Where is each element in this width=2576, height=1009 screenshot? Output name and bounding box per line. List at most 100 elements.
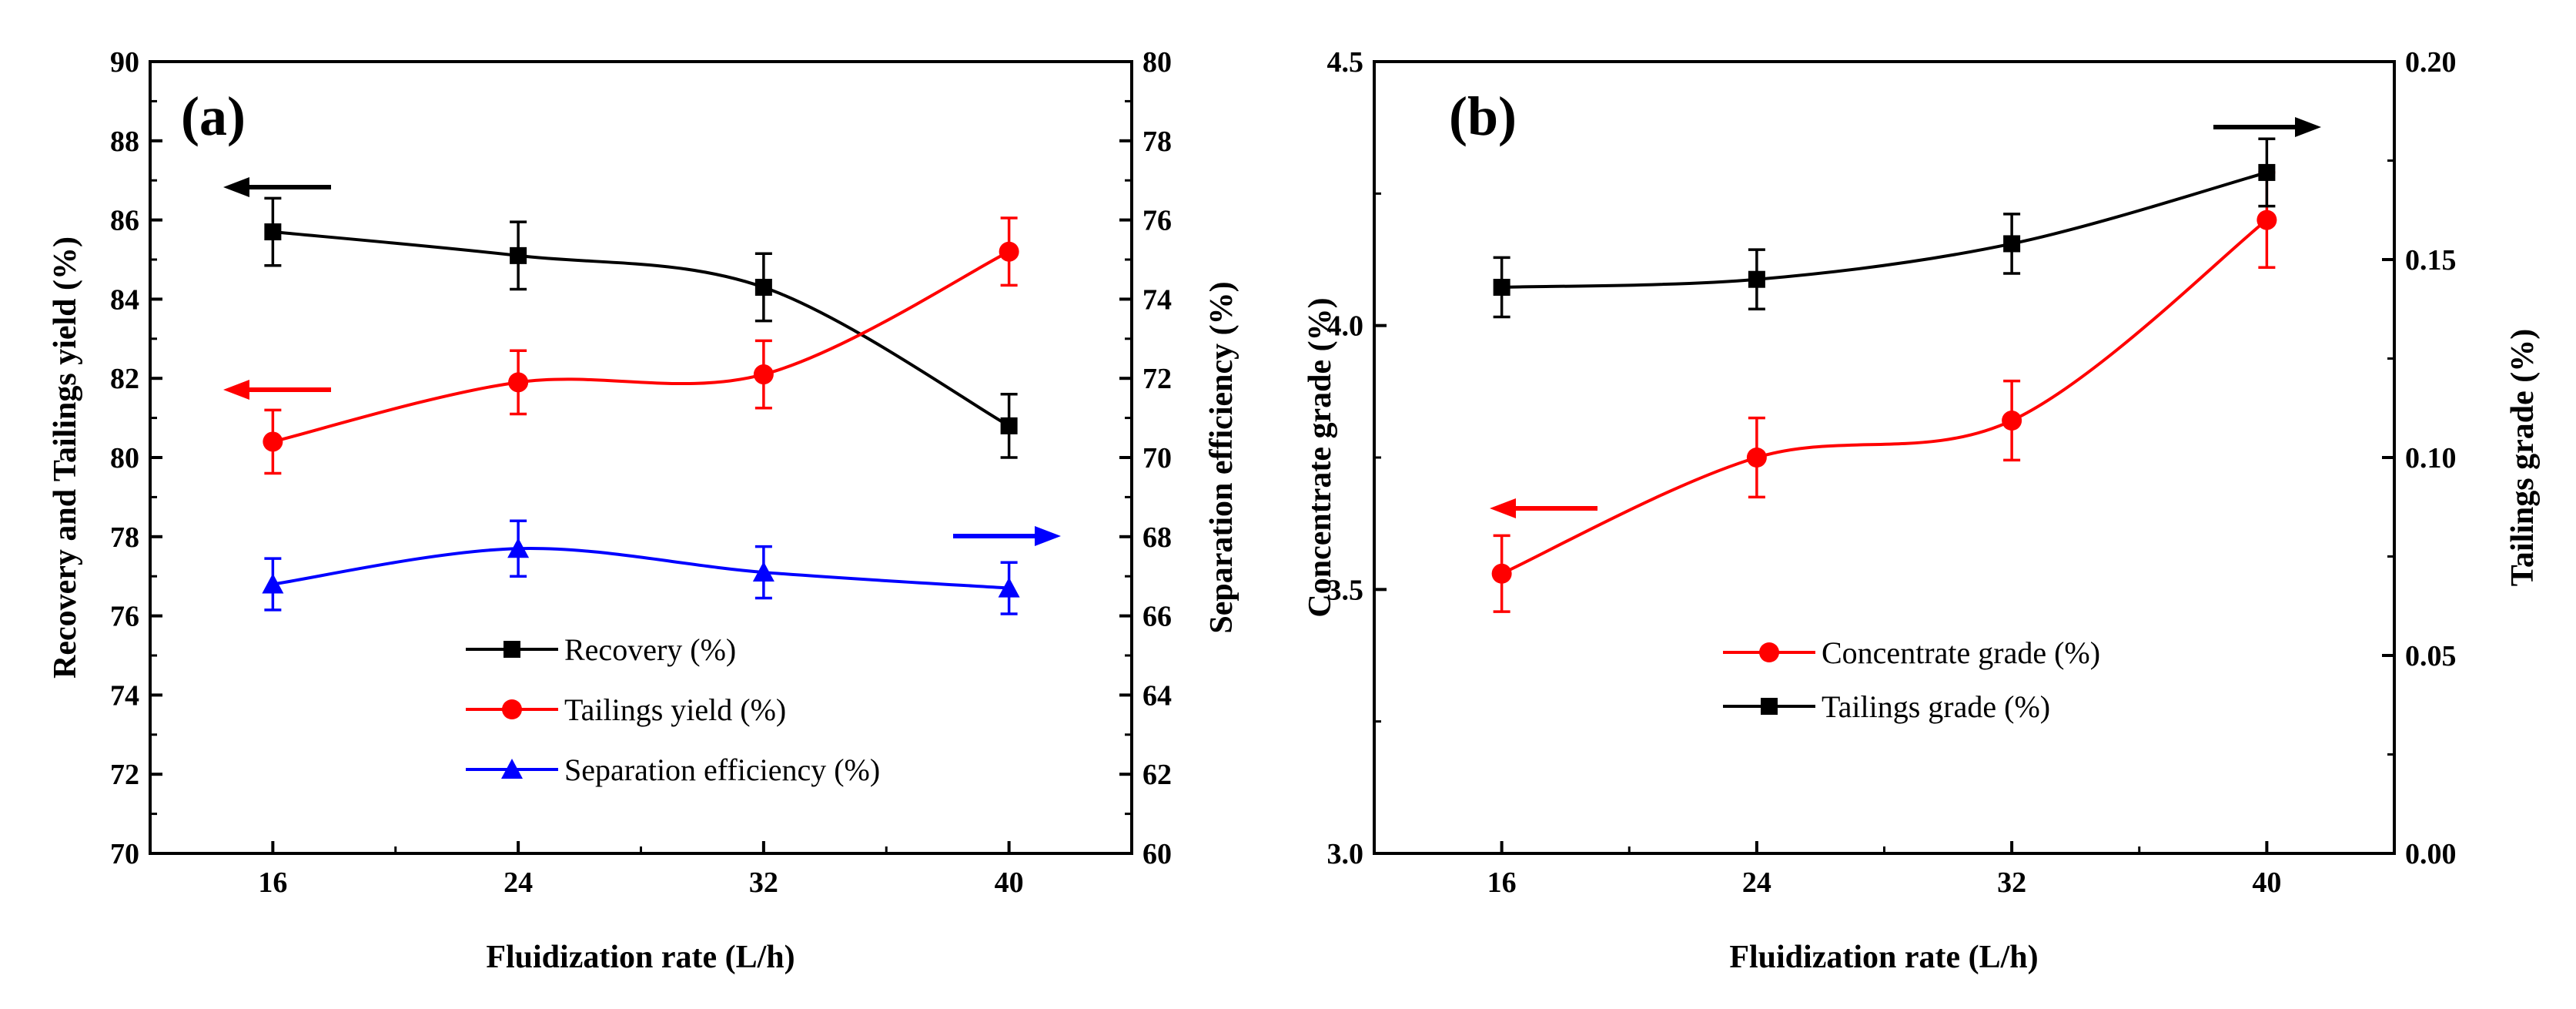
- y-right-tick-label: 60: [1142, 838, 1172, 870]
- y-right-tick-label: 0.15: [2405, 244, 2457, 277]
- y-right-tick-label: 80: [1142, 46, 1172, 79]
- data-point: [998, 577, 1020, 598]
- y-left-ticks-b: 3.0 3.5 4.0 4.5: [1327, 46, 1387, 870]
- x-tick-label: 24: [1742, 867, 1771, 899]
- y-right-tick-label: 62: [1142, 759, 1172, 791]
- series-2: [262, 519, 1020, 615]
- y-left-tick-label: 76: [110, 601, 139, 633]
- legend-label: Tailings yield (%): [564, 692, 786, 727]
- data-point: [1000, 417, 1018, 434]
- x-axis-title-a: Fluidization rate (L/h): [486, 940, 795, 975]
- data-point: [508, 372, 529, 393]
- y-right-tick-label: 68: [1142, 521, 1172, 554]
- x-tick-label: 32: [1997, 867, 2026, 899]
- legend-marker: [503, 641, 520, 658]
- data-point: [2003, 235, 2021, 253]
- x-ticks-a: 16 24 32 40: [258, 841, 1024, 899]
- data-point: [264, 223, 282, 241]
- y-right-ticks-b: 0.00 0.05 0.10 0.15 0.20: [2382, 46, 2457, 870]
- series-line: [273, 230, 1010, 427]
- y-left-tick-label: 4.0: [1327, 310, 1364, 343]
- y-left-tick-label: 3.5: [1327, 574, 1364, 606]
- y-left-axis-title-b: Concentrate grade (%): [1303, 297, 1338, 617]
- legend-b: Concentrate grade (%) Tailings grade (%): [1723, 635, 2100, 724]
- y-left-tick-label: 84: [110, 283, 139, 316]
- y-right-tick-label: 72: [1142, 363, 1172, 395]
- axis-arrow-2-head: [1035, 526, 1061, 546]
- series-line: [273, 547, 1009, 590]
- series-line: [1501, 170, 2267, 289]
- data-point: [754, 278, 772, 296]
- legend-marker: [502, 699, 522, 719]
- data-point: [999, 241, 1019, 262]
- y-left-tick-label: 86: [110, 205, 139, 237]
- arrows-a: [223, 177, 1061, 546]
- x-tick-label: 40: [2252, 867, 2281, 899]
- y-left-tick-label: 72: [110, 759, 139, 791]
- axis-arrow-1-head: [2295, 117, 2321, 137]
- x-axis-title-b: Fluidization rate (L/h): [1729, 940, 2038, 975]
- legend-a: Recovery (%) Tailings yield (%) Separation…: [466, 632, 880, 787]
- data-point: [1493, 278, 1510, 296]
- panel-b: 16 24 32 40 3.03.54.04.5 0.000.050.100.150.…: [1303, 46, 2541, 975]
- data-point: [510, 246, 527, 264]
- y-left-ticks-a: 70 72 74 76 78 80 82 84 86 88 90: [110, 46, 162, 870]
- x-tick-label: 24: [503, 867, 533, 899]
- y-right-tick-label: 0.00: [2405, 838, 2457, 870]
- y-right-axis-title-b: Tailings grade (%): [2505, 329, 2541, 586]
- x-ticks-b: 16 24 32 40: [1487, 841, 2281, 899]
- data-point: [2258, 163, 2276, 181]
- data-point: [753, 364, 774, 385]
- legend-label: Separation efficiency (%): [564, 753, 880, 787]
- y-left-tick-label: 78: [110, 521, 139, 554]
- series-line: [1500, 219, 2268, 575]
- legend-marker: [1761, 698, 1778, 715]
- legend-label: Tailings grade (%): [1822, 689, 2050, 724]
- panel-label-a: (a): [181, 85, 246, 147]
- y-left-tick-label: 80: [110, 442, 139, 474]
- panel-a: 16 24 32 40 70 72 74 76 78 80 82 84 86 88 90 60 62 64 66…: [48, 46, 1239, 975]
- y-left-tick-label: 70: [110, 838, 139, 870]
- data-point: [262, 573, 284, 594]
- series-0: [1491, 171, 2277, 613]
- data-point: [1748, 270, 1765, 288]
- x-tick-label: 40: [995, 867, 1024, 899]
- plot-frame-a: [149, 60, 1133, 855]
- axis-arrow-1-head: [223, 380, 249, 400]
- x-tick-label: 16: [1487, 867, 1517, 899]
- y-right-ticks-a: 60 62 64 66 68 70 72 74 76 78 80: [1119, 46, 1172, 870]
- series-0: [264, 196, 1018, 459]
- panel-label-b: (b): [1449, 85, 1517, 147]
- y-right-tick-label: 70: [1142, 442, 1172, 474]
- x-tick-label: 16: [258, 867, 287, 899]
- legend-marker: [1759, 642, 1779, 662]
- data-point: [1491, 563, 1512, 584]
- y-right-tick-label: 64: [1142, 679, 1172, 712]
- series-1: [1493, 137, 2276, 319]
- data-point: [2002, 411, 2022, 431]
- legend-label: Concentrate grade (%): [1822, 635, 2100, 670]
- y-right-tick-label: 78: [1142, 126, 1172, 158]
- y-right-axis-title-a: Separation efficiency (%): [1204, 281, 1239, 633]
- y-right-tick-label: 74: [1142, 283, 1172, 316]
- series-group-b: [1491, 137, 2277, 613]
- y-right-tick-label: 0.10: [2405, 442, 2457, 474]
- legend-marker: [501, 759, 523, 779]
- x-tick-label: 32: [749, 867, 778, 899]
- y-right-tick-label: 76: [1142, 205, 1172, 237]
- y-left-tick-label: 74: [110, 679, 139, 712]
- y-left-axis-title-a: Recovery and Tailings yield (%): [48, 236, 83, 679]
- y-left-tick-label: 90: [110, 46, 139, 79]
- series-line: [272, 250, 1010, 444]
- data-point: [263, 431, 283, 452]
- data-point: [1746, 448, 1767, 468]
- y-right-tick-label: 0.05: [2405, 640, 2457, 672]
- series-1: [263, 216, 1019, 475]
- legend-label: Recovery (%): [564, 632, 736, 667]
- data-point: [2257, 210, 2277, 230]
- arrows-b: [1490, 117, 2321, 518]
- axis-arrow-0-head: [1490, 498, 1516, 518]
- y-left-tick-label: 82: [110, 363, 139, 395]
- axis-arrow-0-head: [223, 177, 249, 197]
